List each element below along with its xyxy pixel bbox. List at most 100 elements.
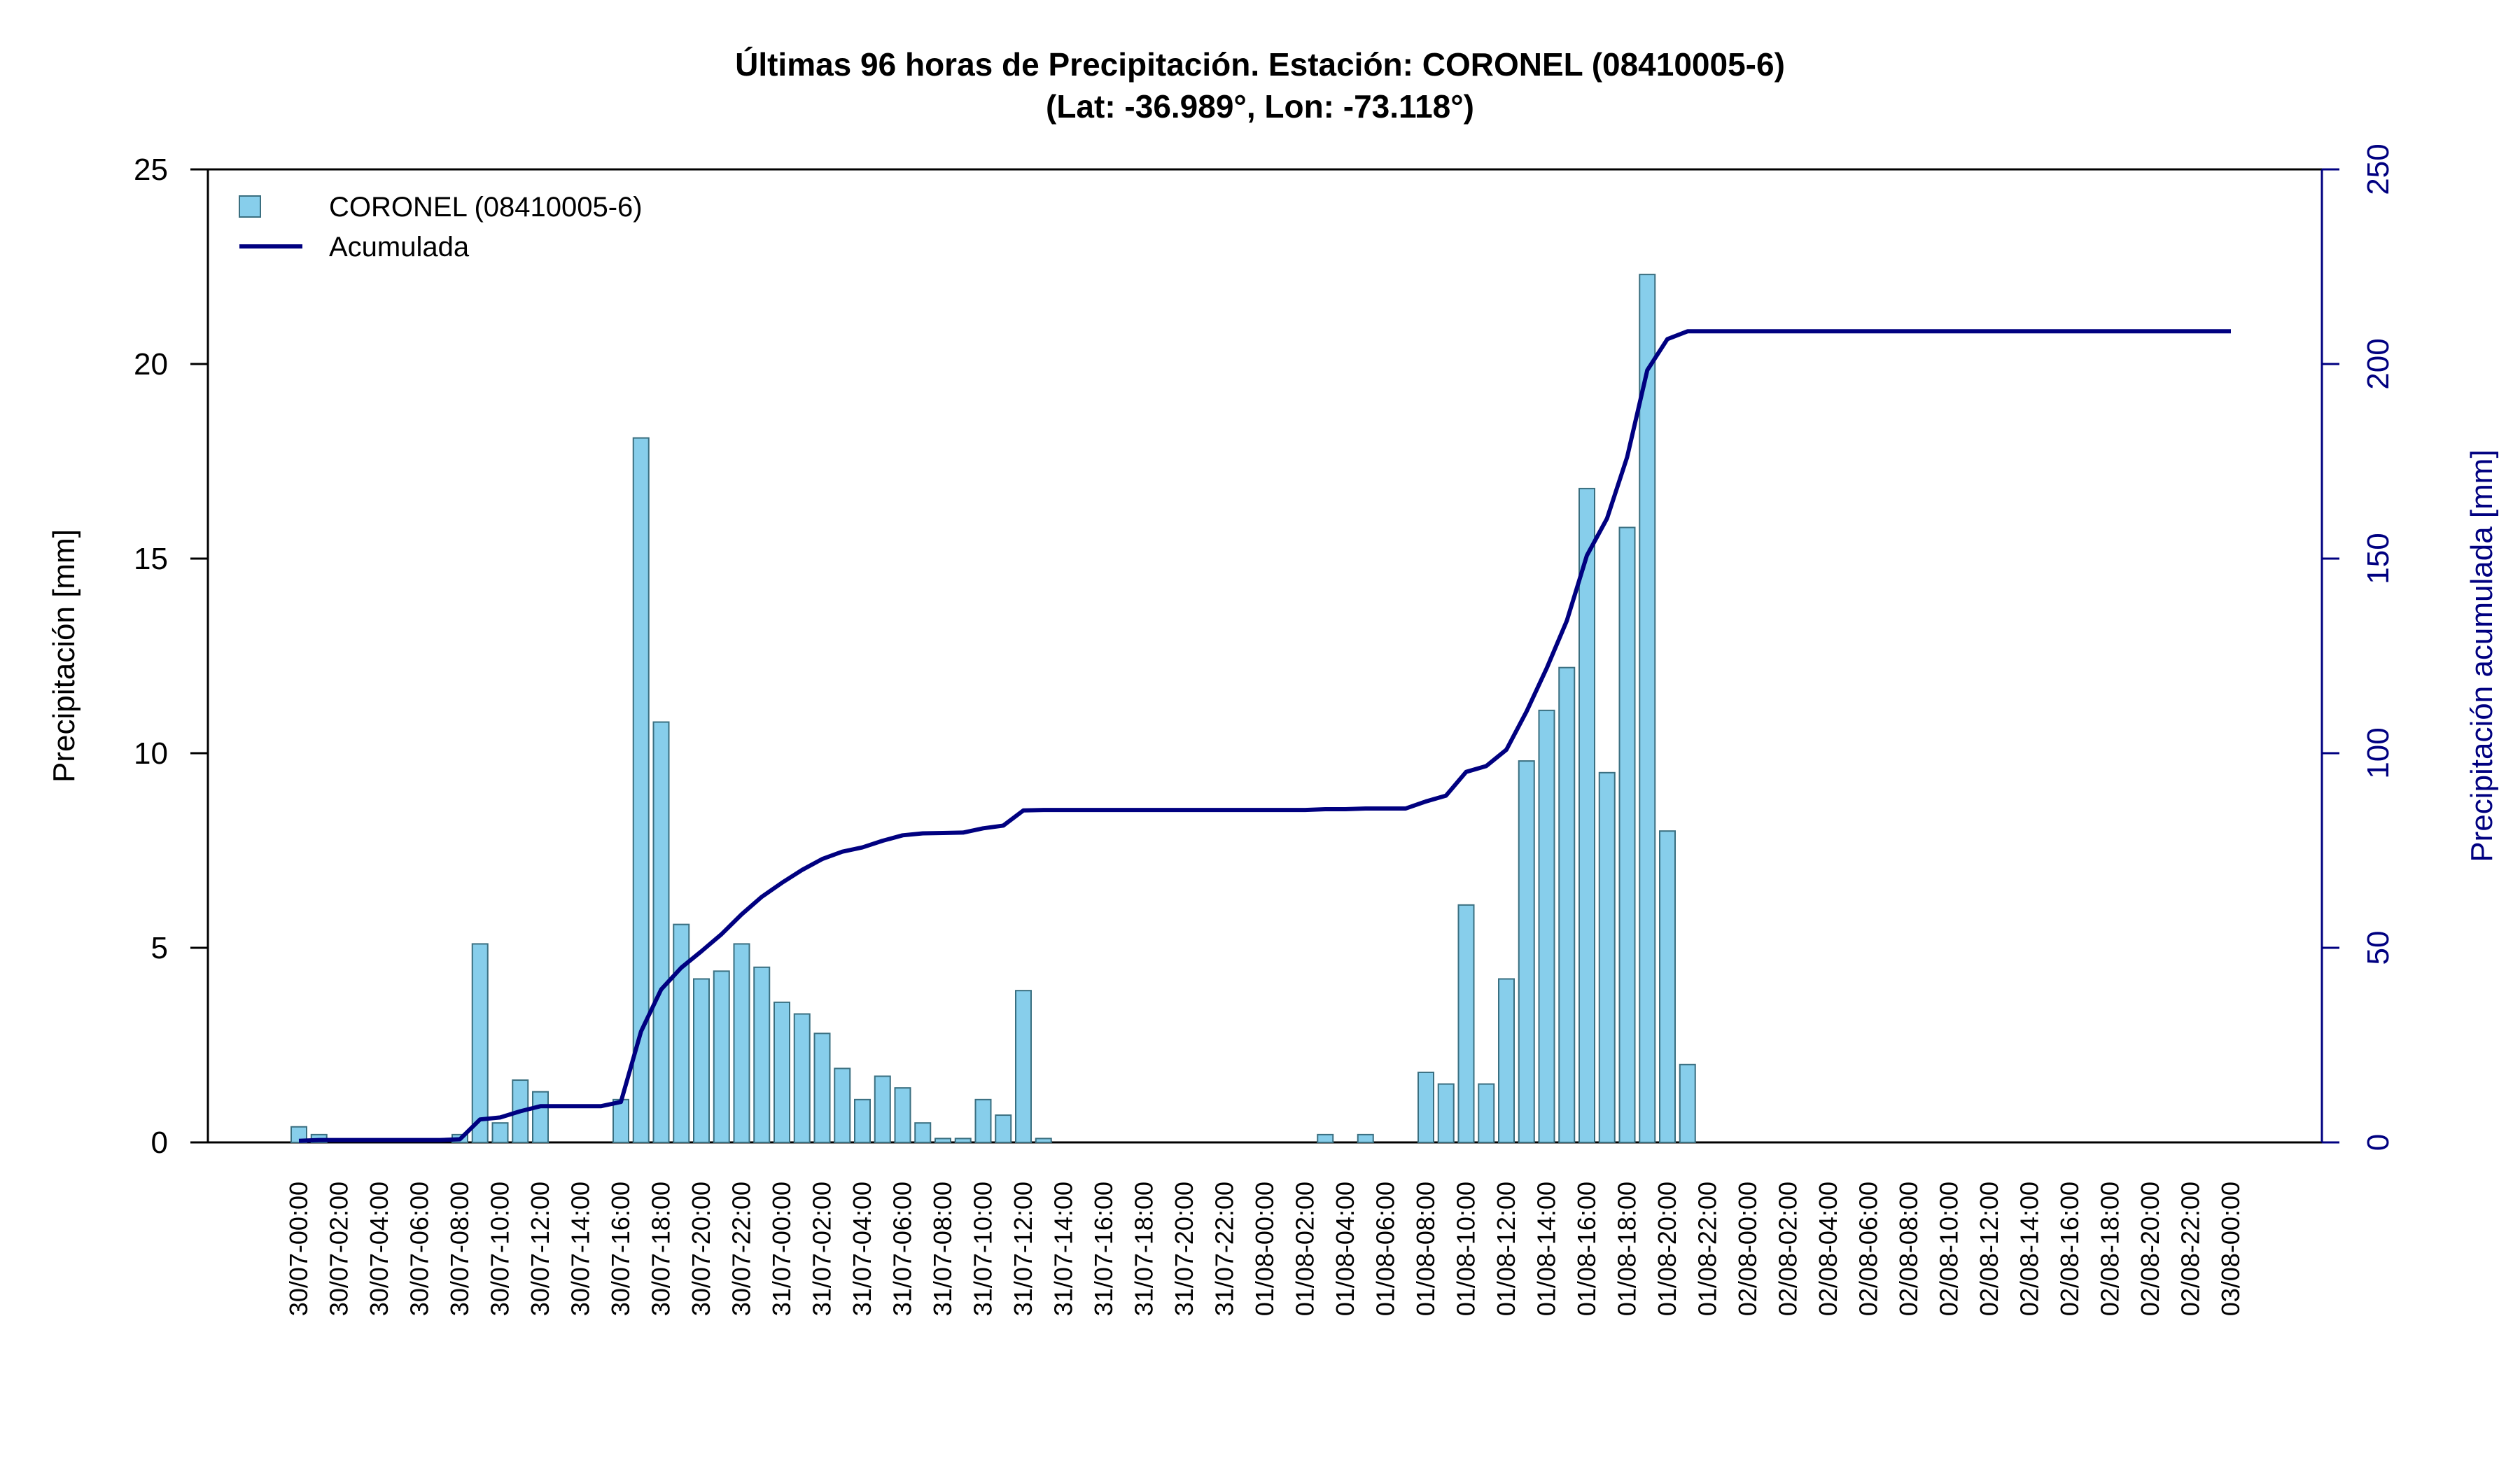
x-tick-label: 31/07-02:00 (808, 1182, 836, 1316)
precip-bar (813, 1032, 831, 1143)
right-tick-label: 100 (2361, 727, 2395, 778)
x-tick-label: 31/07-16:00 (1089, 1182, 1118, 1316)
right-tick-label: 250 (2361, 144, 2395, 195)
left-tick-label: 0 (151, 1126, 168, 1160)
precip-bar (612, 1098, 629, 1143)
x-tick-label: 31/07-04:00 (848, 1182, 876, 1316)
x-tick-label: 31/07-22:00 (1210, 1182, 1239, 1316)
accumulated-line (298, 329, 2231, 1143)
precip-bar (774, 1001, 790, 1143)
x-tick-label: 02/08-22:00 (2176, 1182, 2205, 1316)
x-tick-label: 30/07-00:00 (284, 1182, 313, 1316)
x-tick-label: 02/08-10:00 (1935, 1182, 1963, 1316)
legend-label-accum: Acumulada (329, 232, 470, 262)
x-tick-label: 01/08-02:00 (1291, 1182, 1320, 1316)
precip-bar (1357, 1133, 1374, 1144)
x-tick-label: 02/08-16:00 (2055, 1182, 2084, 1316)
x-tick-label: 31/07-10:00 (969, 1182, 997, 1316)
x-tick-label: 01/08-22:00 (1693, 1182, 1722, 1316)
x-tick-label: 30/07-16:00 (606, 1182, 635, 1316)
x-tick-label: 31/07-20:00 (1170, 1182, 1198, 1316)
x-tick-label: 01/08-00:00 (1250, 1182, 1279, 1316)
x-tick-label: 31/07-14:00 (1049, 1182, 1078, 1316)
precip-bar (290, 1126, 307, 1144)
x-tick-label: 01/08-16:00 (1572, 1182, 1601, 1316)
right-tick-label: 150 (2361, 533, 2395, 584)
precip-bar (1618, 526, 1636, 1143)
x-tick-label: 01/08-04:00 (1331, 1182, 1359, 1316)
x-tick-label: 30/07-06:00 (405, 1182, 434, 1316)
x-tick-label: 30/07-20:00 (687, 1182, 715, 1316)
precip-bar (1437, 1083, 1455, 1143)
x-tick-label: 02/08-04:00 (1814, 1182, 1842, 1316)
precip-bar (914, 1122, 932, 1143)
precip-bar (1538, 709, 1555, 1143)
right-tick-label: 50 (2361, 931, 2395, 965)
y-axis-label-right: Precipitación acumulada [mm] (2465, 449, 2499, 862)
line-layer (298, 329, 2231, 1143)
precip-bar (1639, 274, 1656, 1143)
x-tick-label: 01/08-08:00 (1411, 1182, 1440, 1316)
precip-bar (1015, 990, 1032, 1144)
precip-bar (733, 943, 750, 1143)
x-tick-label: 31/07-00:00 (767, 1182, 796, 1316)
right-y-axis: 0 50 100 150 200 250 (2320, 144, 2395, 1151)
precip-bar (974, 1098, 992, 1143)
x-tick-label: 30/07-14:00 (566, 1182, 595, 1316)
x-tick-label: 02/08-12:00 (1975, 1182, 2003, 1316)
precip-bar (491, 1122, 509, 1143)
precip-bar (1478, 1083, 1495, 1143)
precip-bar (874, 1075, 891, 1143)
right-tick-label: 200 (2361, 338, 2395, 389)
precip-bar (1578, 487, 1595, 1143)
x-tick-label: 02/08-14:00 (2015, 1182, 2044, 1316)
x-tick-label: 01/08-06:00 (1371, 1182, 1400, 1316)
x-tick-label: 01/08-20:00 (1653, 1182, 1681, 1316)
precip-bar (894, 1087, 911, 1144)
precip-bar (1457, 904, 1475, 1143)
legend-swatch-bar (239, 195, 261, 218)
left-tick-label: 15 (134, 542, 168, 576)
left-y-axis: 0 5 10 15 20 25 (134, 153, 209, 1160)
legend: CORONEL (08410005-6) Acumulada (239, 192, 643, 262)
precip-bar (713, 970, 730, 1143)
precip-bar (1679, 1063, 1696, 1144)
left-tick-label: 10 (134, 736, 168, 771)
precip-bar (1598, 771, 1616, 1144)
x-tick-label: 01/08-10:00 (1452, 1182, 1480, 1316)
precip-bar (1317, 1133, 1334, 1144)
precip-bar (652, 721, 670, 1143)
chart-subtitle: (Lat: -36.989°, Lon: -73.118°) (1046, 88, 1474, 125)
plot-frame (206, 168, 2323, 1144)
x-tick-label: 30/07-02:00 (325, 1182, 354, 1316)
x-tick-label: 30/07-12:00 (526, 1182, 554, 1316)
precip-bar (1558, 666, 1576, 1143)
x-tick-label: 02/08-06:00 (1854, 1182, 1883, 1316)
precip-bar (995, 1114, 1012, 1143)
x-tick-label: 02/08-00:00 (1733, 1182, 1762, 1316)
x-tick-label: 02/08-18:00 (2096, 1182, 2124, 1316)
precip-bar (471, 943, 489, 1143)
x-tick-label: 30/07-08:00 (445, 1182, 474, 1316)
x-tick-label: 31/07-08:00 (928, 1182, 957, 1316)
precip-bar (1035, 1138, 1052, 1143)
x-axis: 30/07-00:00 30/07-02:00 30/07-04:00 30/07-0… (284, 1182, 2245, 1316)
x-tick-label: 02/08-02:00 (1774, 1182, 1802, 1316)
x-tick-label: 30/07-18:00 (647, 1182, 676, 1316)
x-tick-label: 01/08-12:00 (1492, 1182, 1520, 1316)
precip-bar (854, 1098, 871, 1143)
precip-bar (1418, 1071, 1434, 1144)
precip-bar (793, 1013, 811, 1144)
left-tick-label: 20 (134, 347, 168, 382)
x-tick-label: 03/08-00:00 (2216, 1182, 2245, 1316)
legend-label-station: CORONEL (08410005-6) (329, 192, 643, 223)
precip-bar (954, 1138, 972, 1143)
x-tick-label: 30/07-04:00 (365, 1182, 393, 1316)
precip-bar (1659, 830, 1676, 1143)
chart-title: Últimas 96 horas de Precipitación. Estac… (735, 46, 1785, 83)
x-tick-label: 30/07-22:00 (727, 1182, 756, 1316)
x-tick-label: 31/07-06:00 (888, 1182, 917, 1316)
precip-bar (753, 966, 771, 1144)
precip-bar (693, 978, 710, 1143)
